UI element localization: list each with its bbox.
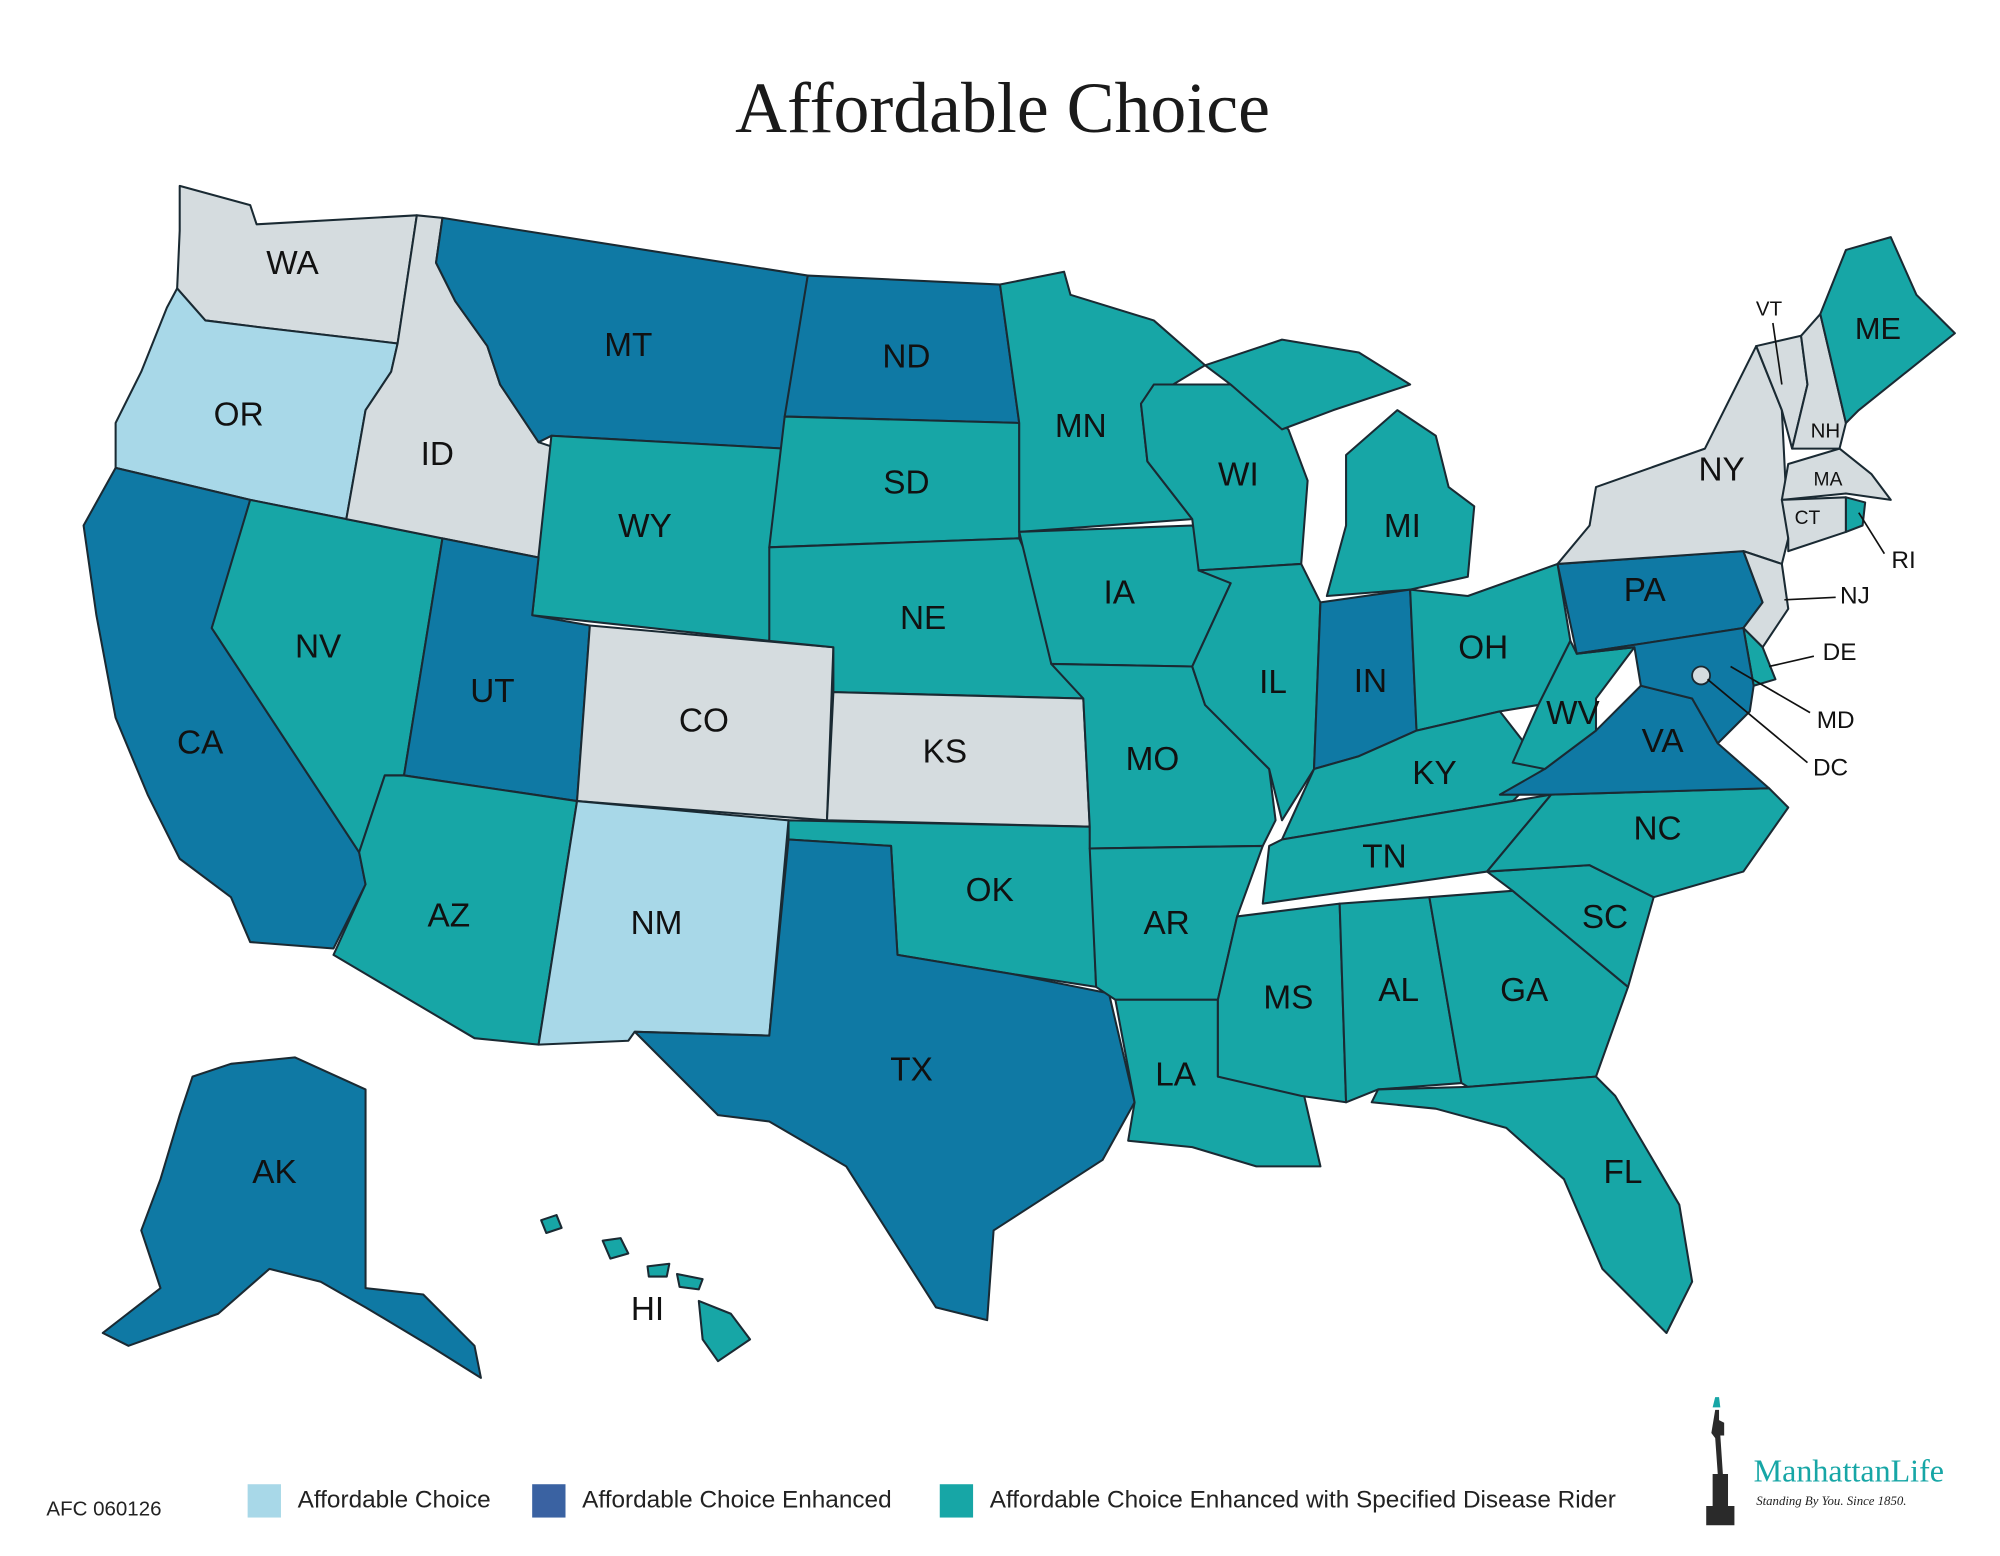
- legend: Affordable Choice Affordable Choice Enhan…: [247, 1484, 1616, 1518]
- legend-swatch: [532, 1484, 566, 1518]
- state-label: OR: [214, 396, 264, 433]
- document-code: AFC 060126: [46, 1497, 161, 1520]
- state-label: AK: [252, 1154, 296, 1191]
- state-shape: [1191, 562, 1322, 822]
- state-label: TX: [890, 1051, 933, 1088]
- state-shape: [675, 1272, 704, 1291]
- state-label: WY: [618, 508, 672, 545]
- state-shape: [1511, 639, 1636, 771]
- state-label: MT: [604, 327, 652, 364]
- state-label: MO: [1126, 741, 1180, 778]
- state-label: AR: [1143, 905, 1189, 942]
- state-shape: [1780, 447, 1892, 501]
- state-label: MA: [1814, 470, 1843, 491]
- state-label: PA: [1624, 572, 1667, 609]
- state-label: AZ: [428, 898, 471, 935]
- state-label: OK: [966, 872, 1014, 909]
- state-label: CT: [1795, 508, 1821, 529]
- legend-label: Affordable Choice Enhanced with Specifie…: [990, 1486, 1616, 1513]
- state-label: NJ: [1840, 583, 1870, 610]
- state-label: SD: [883, 464, 929, 501]
- state-label: DC: [1813, 754, 1848, 781]
- state-label: HI: [631, 1291, 664, 1328]
- legend-label: Affordable Choice: [298, 1486, 491, 1513]
- logo: ManhattanLife Standing By You. Since 185…: [1706, 1397, 1944, 1526]
- state-labels: WA OR CA NV ID MT WY UT CO AZ NM ND SD NE KS OK TX MN IA MO…: [177, 245, 1916, 1328]
- state-label: VT: [1756, 298, 1783, 321]
- state-label: IA: [1103, 575, 1135, 612]
- state-label: MS: [1263, 980, 1313, 1017]
- state-label: LA: [1155, 1056, 1197, 1093]
- state-shape: [1556, 345, 1790, 565]
- state-shape: [1780, 496, 1847, 553]
- state-label: KS: [923, 733, 967, 770]
- leader-line: [1784, 596, 1836, 601]
- state-label: ND: [882, 339, 930, 376]
- map-title: Affordable Choice: [735, 68, 1270, 148]
- state-shape: [1575, 627, 1755, 745]
- state-label: ID: [421, 436, 454, 473]
- state-shape: [601, 1237, 630, 1260]
- state-label: NY: [1698, 451, 1744, 488]
- state-label: GA: [1500, 972, 1549, 1009]
- state-label: KY: [1412, 755, 1456, 792]
- state-label: AL: [1378, 972, 1419, 1009]
- state-label: CA: [177, 724, 224, 761]
- state-label: IN: [1354, 663, 1387, 700]
- state-label: SC: [1582, 899, 1628, 936]
- state-shape: [1844, 496, 1867, 533]
- logo-name: ManhattanLife: [1754, 1452, 1944, 1488]
- state-shape: [1325, 409, 1476, 598]
- leader-line: [1768, 655, 1815, 668]
- state-shape: [697, 1299, 752, 1363]
- dc-marker: [1691, 665, 1711, 686]
- state-label: WI: [1218, 457, 1259, 494]
- state-label: IL: [1259, 664, 1287, 701]
- state-label: WA: [266, 245, 319, 282]
- state-label: FL: [1603, 1154, 1642, 1191]
- leader-line: [1730, 665, 1811, 714]
- state-label: NE: [900, 600, 946, 637]
- state-label: CO: [679, 703, 729, 740]
- state-shape: [540, 1214, 563, 1235]
- states: [82, 184, 1956, 1379]
- state-label: TN: [1362, 839, 1406, 876]
- state-label: OH: [1458, 630, 1508, 667]
- statue-icon: [1706, 1409, 1735, 1526]
- legend-swatch: [247, 1484, 281, 1518]
- state-shape: [1338, 896, 1463, 1104]
- leader-line: [1706, 678, 1809, 764]
- state-label: WV: [1546, 695, 1600, 732]
- state-label: RI: [1891, 547, 1915, 574]
- state-label: MD: [1817, 707, 1855, 734]
- state-label: NM: [631, 905, 683, 942]
- state-shape: [646, 1262, 671, 1278]
- state-label: MN: [1055, 408, 1107, 445]
- state-label: NH: [1811, 419, 1841, 442]
- state-shape: [1370, 1075, 1694, 1335]
- state-label: UT: [470, 673, 514, 710]
- state-label: ME: [1855, 311, 1901, 346]
- legend-swatch: [939, 1484, 974, 1518]
- state-shape: [1819, 236, 1956, 424]
- state-shape: [633, 838, 1136, 1322]
- state-label: NC: [1633, 810, 1681, 847]
- logo-tagline: Standing By You. Since 1850.: [1756, 1494, 1906, 1508]
- state-label: MI: [1384, 508, 1421, 545]
- state-shape: [101, 1056, 482, 1379]
- state-shape: [1204, 338, 1412, 431]
- leader-line: [1772, 322, 1783, 385]
- legend-label: Affordable Choice Enhanced: [582, 1486, 891, 1513]
- state-label: DE: [1823, 639, 1857, 666]
- state-label: NV: [295, 628, 342, 665]
- torch-flame: [1712, 1397, 1721, 1408]
- leader-line: [1858, 512, 1886, 555]
- state-label: VA: [1642, 723, 1685, 760]
